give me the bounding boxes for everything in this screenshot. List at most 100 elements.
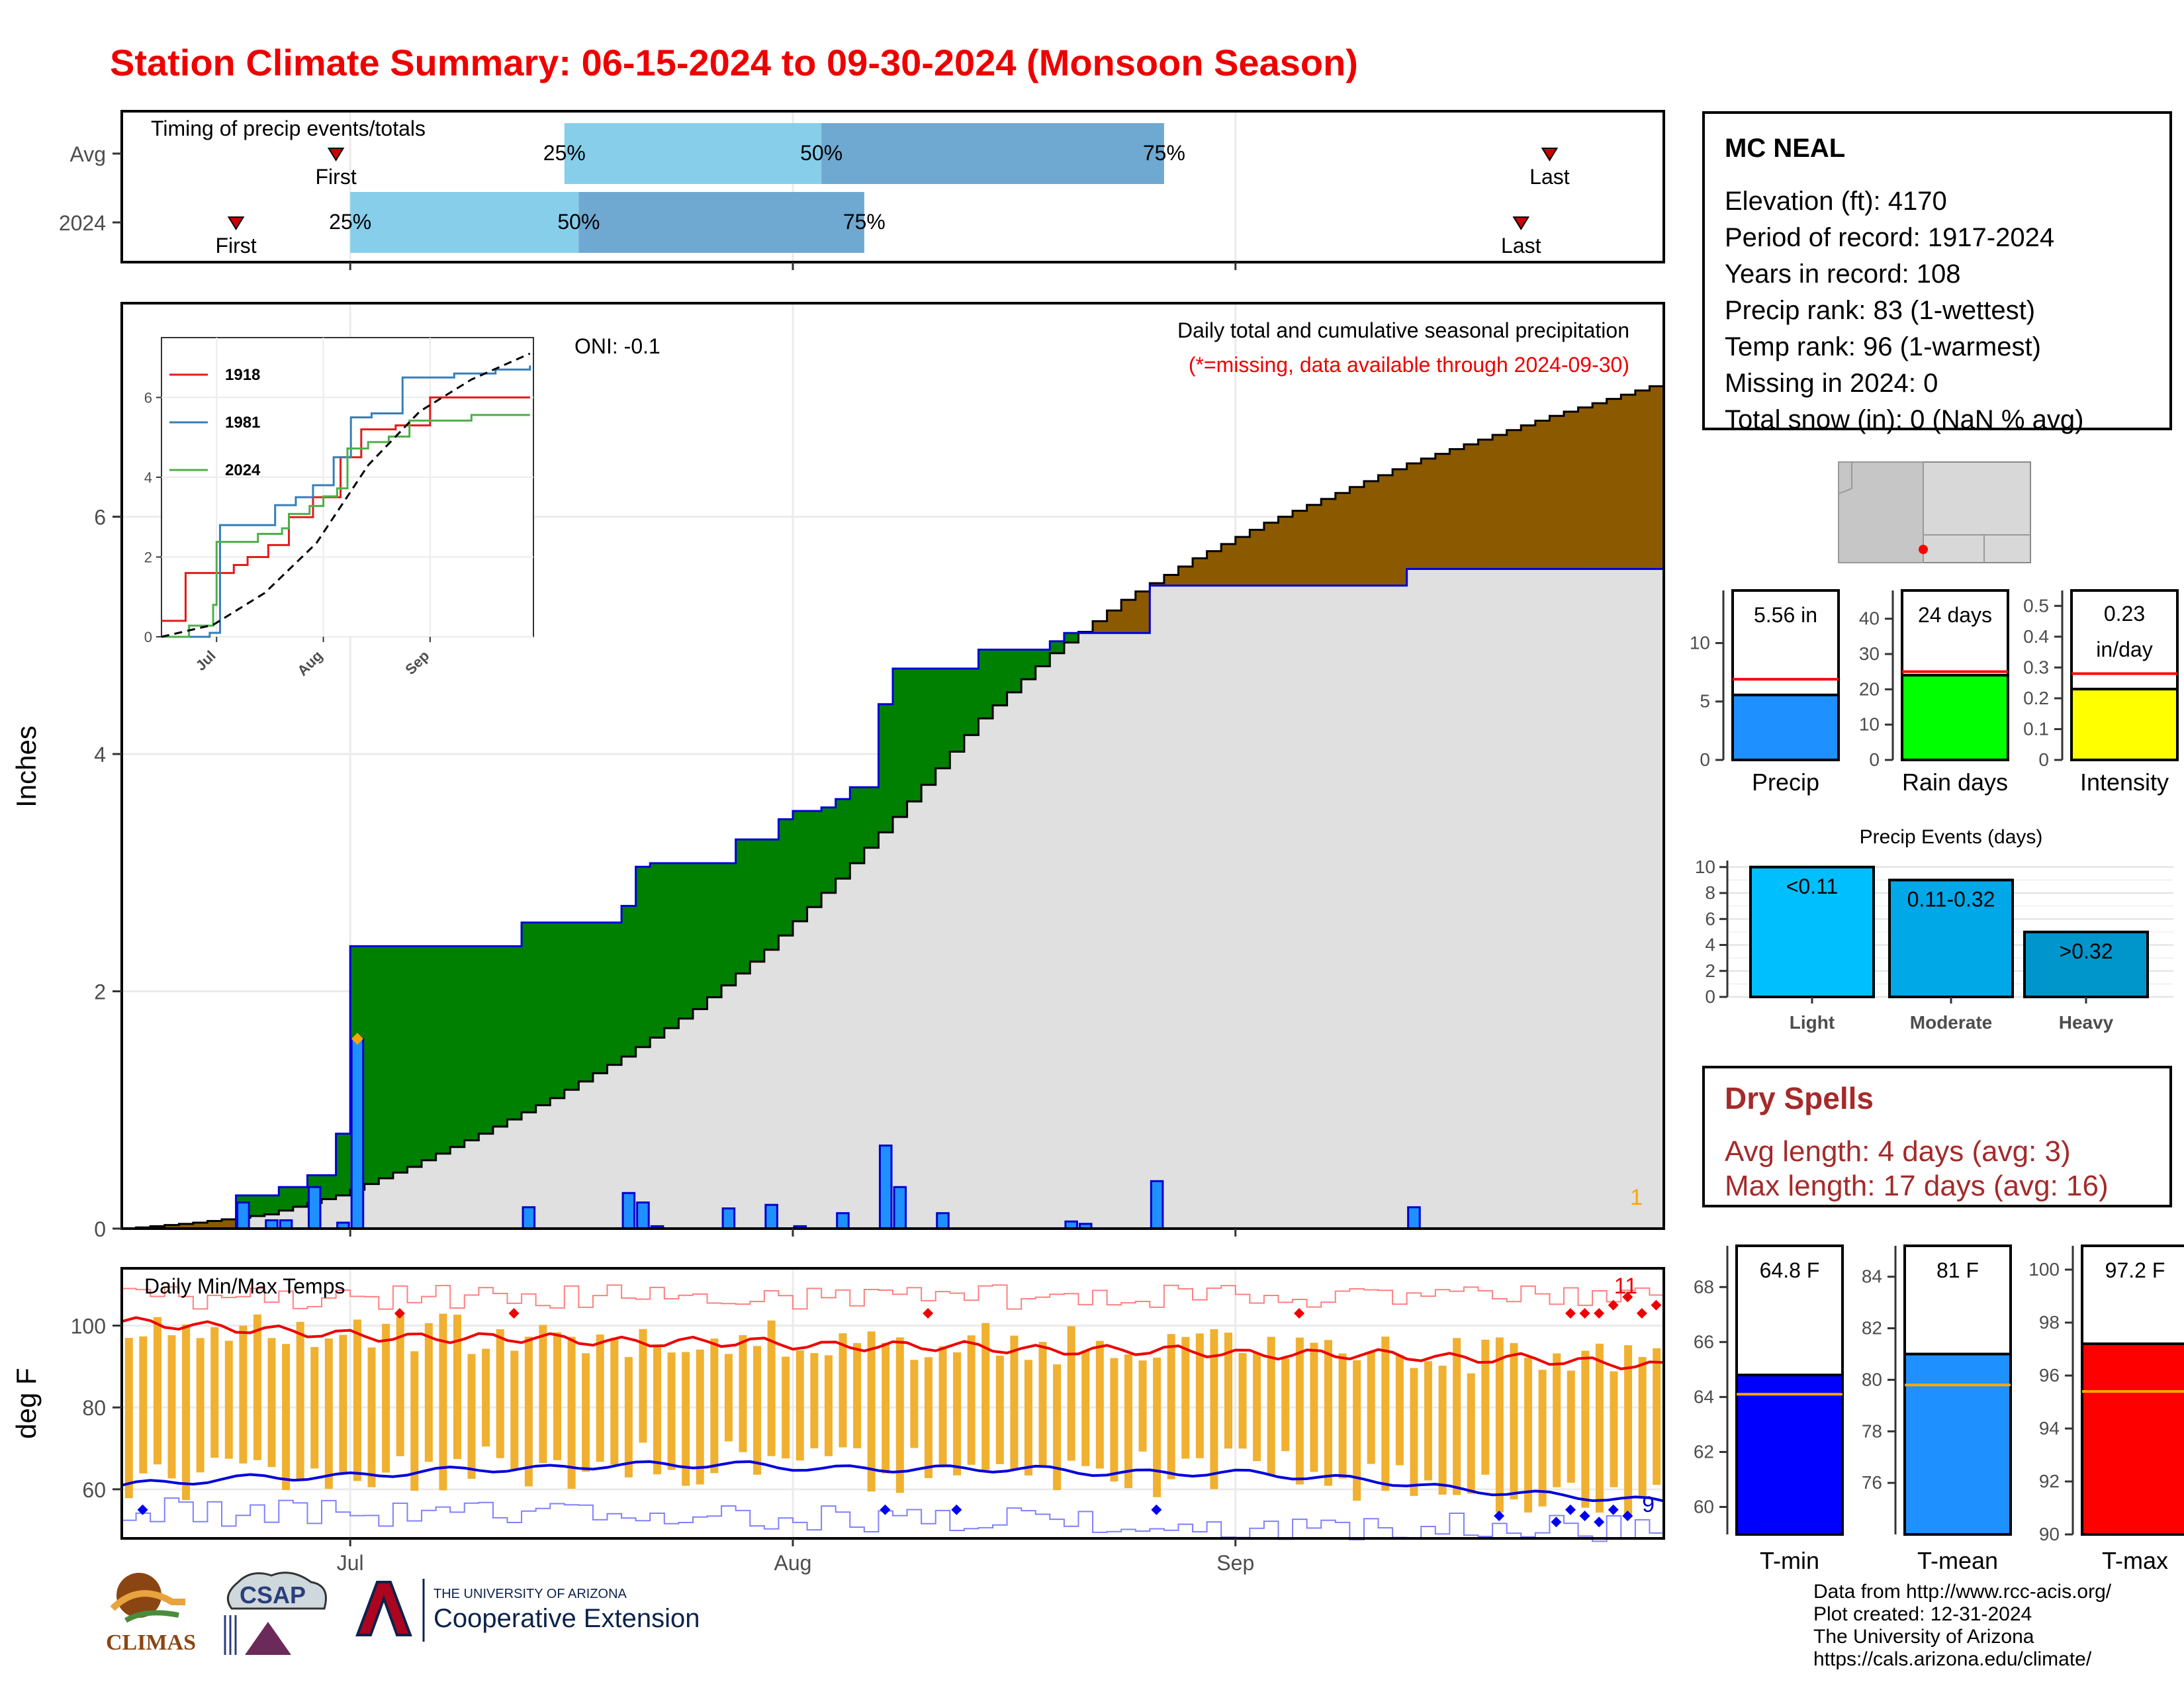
events-ytick-label: 2	[1705, 961, 1715, 981]
station-name: MC NEAL	[1725, 134, 1846, 163]
min-record-count: 9	[1642, 1492, 1655, 1517]
precip-surplus-area	[379, 946, 394, 1179]
precip-surplus-area	[893, 669, 908, 818]
timing-first-marker	[227, 216, 245, 230]
summary-ytick-label: 0.2	[2023, 688, 2049, 708]
precip-deficit-area	[1492, 434, 1508, 569]
temp-record-high-marker	[1565, 1308, 1576, 1319]
precip-surplus-area	[835, 799, 850, 879]
precip-surplus-area	[807, 811, 822, 908]
precip-panel: 0 2 4 6 ONI: -0.1 Daily total and cumulativ…	[11, 302, 1665, 1241]
precip-daily-bar	[878, 1145, 893, 1230]
temp-daily-range-bar	[1381, 1336, 1390, 1491]
temp-summary-ytick-label: 92	[2039, 1471, 2060, 1491]
temp-summary-ytick-label: 80	[1862, 1369, 1882, 1389]
temp-summary-bar-t-min	[1735, 1374, 1844, 1536]
precip-surplus-area	[664, 863, 679, 1029]
summary-bars: 0 5 10 5.56 in Precip 0 10 20 30 40 24 days Rain da…	[1690, 589, 2179, 796]
precip-surplus-area	[792, 811, 808, 921]
temp-summary-ytick-label: 100	[2028, 1259, 2060, 1280]
temp-daily-range-bar	[324, 1338, 333, 1489]
temp-daily-range-bar	[753, 1346, 762, 1475]
month-label: Sep	[1216, 1551, 1254, 1575]
station-missing: Missing in 2024: 0	[1725, 369, 1938, 398]
precip-deficit-area	[1235, 537, 1250, 586]
precip-deficit-area	[1278, 516, 1293, 586]
temp-record-high-marker	[923, 1308, 934, 1319]
timing-first-label: First	[215, 234, 256, 258]
precip-surplus-area	[1064, 633, 1079, 643]
precip-daily-bar	[1150, 1180, 1164, 1230]
precip-daily-bar	[350, 1037, 365, 1230]
precip-deficit-area	[1321, 498, 1336, 586]
precip-surplus-area	[778, 819, 794, 936]
temp-daily-range-bar	[367, 1347, 376, 1487]
precip-deficit-area	[1378, 475, 1393, 586]
timing-pct-label: 25%	[543, 141, 586, 165]
precip-deficit-area	[1193, 558, 1208, 586]
temp-daily-range-bar	[553, 1332, 562, 1460]
temp-daily-range-bar	[524, 1336, 533, 1487]
temp-daily-range-bar	[124, 1338, 133, 1499]
temp-daily-range-bar	[1395, 1355, 1404, 1466]
temp-summary-ytick-label: 84	[1862, 1266, 1882, 1287]
timing-panel: Avg 25% 50% 75% First Last 2024 25% 50% 75% First L…	[59, 110, 1665, 270]
precip-deficit-area	[1621, 395, 1636, 569]
temp-daily-range-bar	[567, 1336, 576, 1489]
temp-daily-range-bar	[796, 1350, 804, 1461]
temp-daily-range-bar	[1267, 1336, 1275, 1476]
temp-daily-range-bar	[1338, 1353, 1347, 1479]
precip-avg-cumulative-line	[122, 385, 1664, 1230]
precip-daily-bar	[307, 1186, 322, 1230]
temp-daily-range-bar	[1053, 1364, 1062, 1490]
events-ytick-label: 4	[1705, 935, 1715, 955]
summary-value-label: 0.23	[2104, 602, 2145, 626]
precip-surplus-area	[692, 863, 708, 1009]
precip-surplus-area	[678, 863, 694, 1019]
precip-ytick-label: 0	[94, 1217, 106, 1241]
temp-daily-range-bar	[339, 1335, 347, 1474]
summary-ytick-label: 10	[1690, 632, 1710, 653]
dry-spells-box: Dry Spells Avg length: 4 days (avg: 3) M…	[1702, 1066, 2172, 1207]
temp-daily-range-bar	[196, 1338, 205, 1473]
temp-avg-min-line	[121, 1460, 1664, 1503]
precip-surplus-area	[550, 922, 565, 1098]
station-precip-rank: Precip rank: 83 (1-wettest)	[1725, 296, 2036, 325]
summary-bar-label: Intensity	[2080, 769, 2169, 796]
temp-avg-max-line	[121, 1316, 1664, 1370]
precip-surplus-area	[764, 839, 780, 950]
timing-row-label: Avg	[69, 142, 106, 166]
inset-legend-label: 1918	[225, 366, 260, 384]
precip-surplus-area	[978, 649, 993, 719]
temp-record-max-line	[122, 1284, 1664, 1310]
temp-record-low-marker	[137, 1504, 148, 1515]
temp-daily-range-bar	[1353, 1360, 1361, 1501]
summary-ytick-label: 20	[1859, 679, 1880, 699]
precip-deficit-area	[1121, 600, 1136, 633]
temp-daily-range-bar	[639, 1329, 647, 1443]
temp-daily-range-bar	[882, 1342, 890, 1474]
precip-deficit-area	[1363, 481, 1379, 586]
precip-axis: 0 2 4 6	[94, 506, 1237, 1241]
page-title: Station Climate Summary: 06-15-2024 to 0…	[110, 42, 1358, 83]
precip-ytick-label: 6	[94, 506, 106, 530]
precip-surplus-area	[293, 1187, 308, 1207]
temp-daily-range-bar	[1095, 1340, 1104, 1469]
temp-ytick-label: 60	[82, 1478, 106, 1502]
temp-daily-range-bar	[1538, 1370, 1547, 1507]
temp-daily-range-bar	[167, 1335, 176, 1479]
temp-daily-range-bar	[1653, 1348, 1661, 1485]
temp-daily-range-bar	[967, 1335, 976, 1465]
temp-daily-range-bar	[396, 1313, 404, 1456]
precip-deficit-area	[1306, 504, 1322, 586]
temp-daily-range-bar	[924, 1357, 933, 1478]
precip-surplus-area	[635, 867, 651, 1047]
temp-daily-range-bar	[1238, 1353, 1247, 1449]
temp-summary-ytick-label: 62	[1694, 1441, 1714, 1462]
precip-surplus-area	[650, 863, 665, 1038]
events-category-label: Light	[1790, 1012, 1835, 1033]
temp-record-low-marker	[880, 1504, 891, 1515]
climas-wordmark: CLIMAS	[106, 1630, 196, 1655]
events-title: Precip Events (days)	[1860, 826, 2043, 848]
inset-legend-label: 1981	[225, 414, 260, 432]
